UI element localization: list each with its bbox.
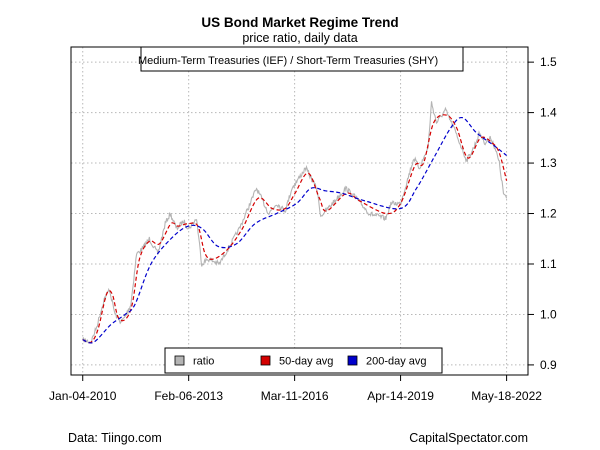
series-line-200-day-avg bbox=[82, 116, 507, 344]
legend-frame bbox=[164, 347, 443, 374]
x-tick-label: Mar-11-2016 bbox=[261, 389, 329, 403]
legend-swatch bbox=[174, 355, 185, 366]
x-tick-label: Jan-04-2010 bbox=[49, 389, 117, 403]
grid-lines bbox=[71, 47, 528, 375]
y-tick-label: 1.4 bbox=[540, 106, 557, 120]
legend-swatch bbox=[260, 355, 271, 366]
y-tick-label: 1.2 bbox=[540, 207, 557, 221]
chart-title: US Bond Market Regime Trend bbox=[201, 15, 398, 30]
x-tick-label: May-18-2022 bbox=[471, 389, 542, 403]
legend-swatch bbox=[347, 355, 358, 366]
series-layer bbox=[82, 101, 508, 344]
legend-label: 50-day avg bbox=[279, 356, 333, 368]
footer-source: Data: Tiingo.com bbox=[68, 431, 162, 445]
y-tick-label: 1.0 bbox=[540, 307, 557, 321]
x-axis: Jan-04-2010 Feb-06-2013 Mar-11-2016 Apr-14-… bbox=[49, 374, 542, 403]
x-tick-label: Feb-06-2013 bbox=[154, 389, 223, 403]
plot-frame bbox=[70, 46, 529, 376]
y-tick-label: 0.9 bbox=[540, 358, 557, 372]
legend: ratio 50-day avg 200-day avg bbox=[164, 347, 443, 374]
y-tick-label: 1.1 bbox=[540, 257, 557, 271]
y-axis: 0.9 1.0 1.1 1.2 1.3 1.4 1.5 bbox=[527, 55, 557, 372]
footer-site: CapitalSpectator.com bbox=[409, 431, 528, 445]
x-tick-label: Apr-14-2019 bbox=[367, 389, 434, 403]
legend-label: 200-day avg bbox=[366, 356, 427, 368]
annotation-frame bbox=[140, 46, 464, 72]
legend-label: ratio bbox=[193, 356, 214, 368]
y-tick-label: 1.5 bbox=[540, 55, 557, 69]
series-line-ratio bbox=[82, 101, 508, 344]
chart-subtitle: price ratio, daily data bbox=[242, 31, 357, 45]
series-line-50-day-avg bbox=[82, 114, 508, 344]
y-tick-label: 1.3 bbox=[540, 156, 557, 170]
chart-annotation: Medium-Term Treasuries (IEF) / Short-Ter… bbox=[138, 55, 438, 67]
annotation-box: Medium-Term Treasuries (IEF) / Short-Ter… bbox=[138, 46, 464, 72]
